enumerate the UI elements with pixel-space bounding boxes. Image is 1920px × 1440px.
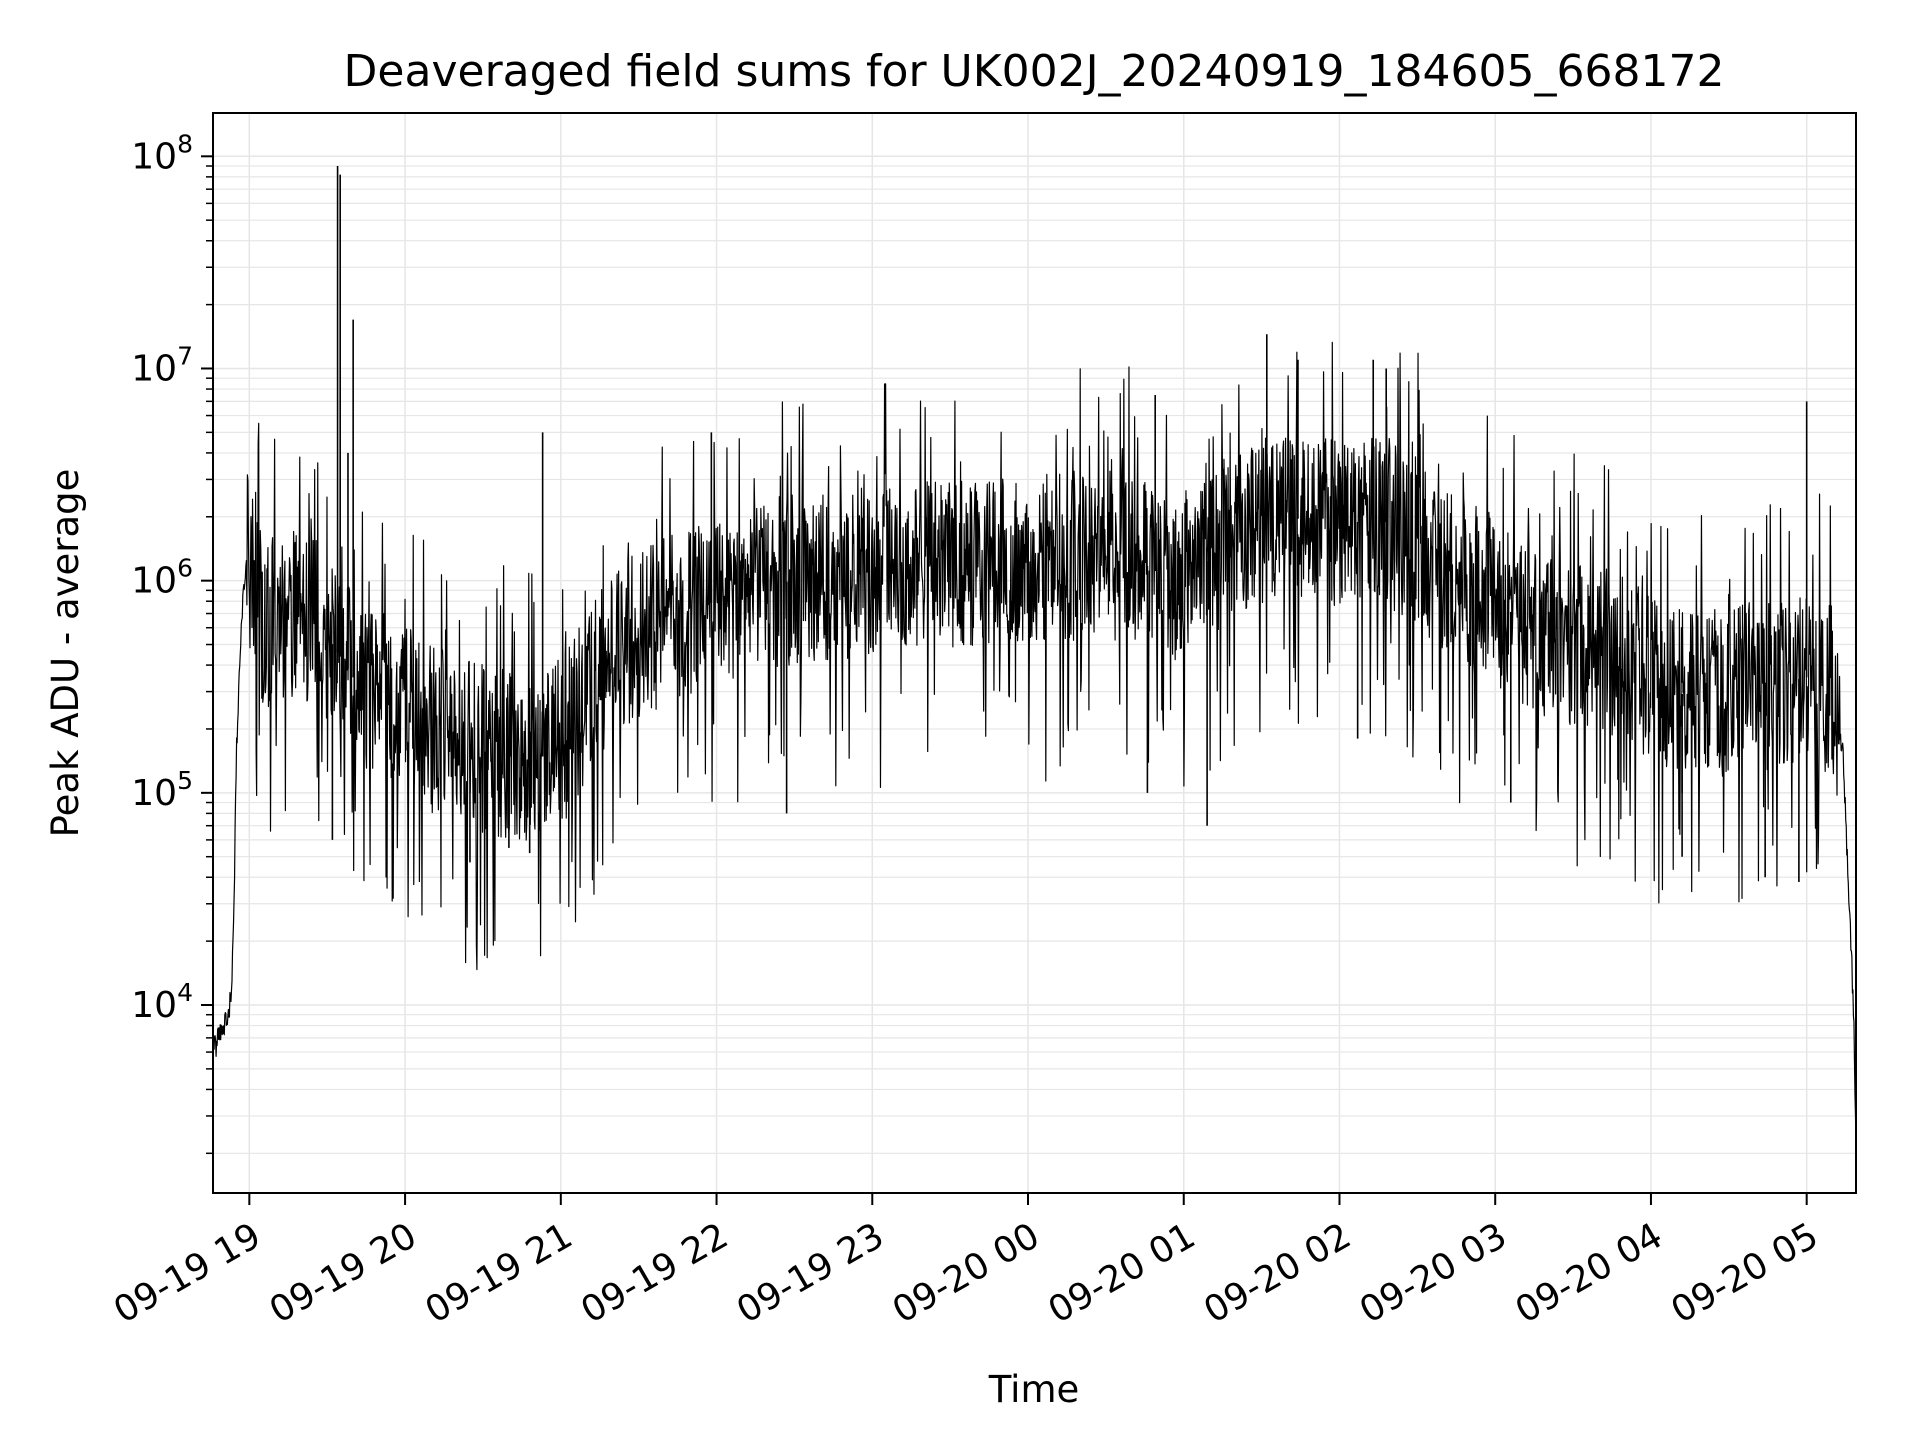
chart-title: Deaveraged field sums for UK002J_2024091…	[344, 46, 1725, 97]
y-tick-label: 108	[131, 129, 193, 177]
plot-frame	[212, 112, 1857, 1194]
y-tick-label: 105	[131, 766, 193, 814]
y-axis-label: Peak ADU - average	[44, 469, 87, 838]
y-tick-label: 104	[131, 978, 193, 1026]
series-layer	[212, 166, 1857, 1150]
y-tick-label: 106	[131, 554, 193, 602]
series-line	[212, 341, 1857, 1150]
y-tick-label: 107	[131, 341, 193, 389]
x-axis-label: Time	[988, 1368, 1080, 1411]
